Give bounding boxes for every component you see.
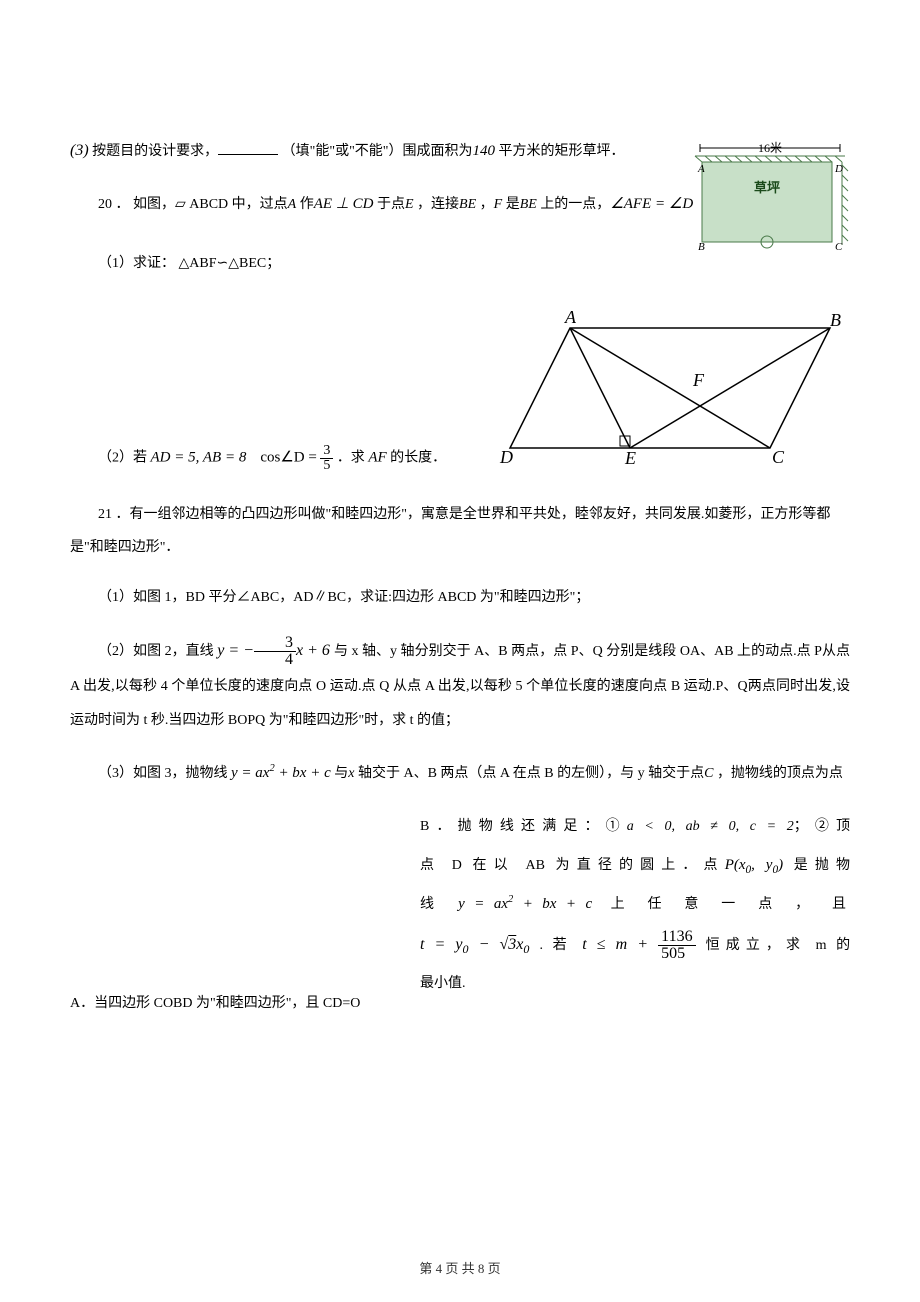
question-21-part1: （1）如图 1，BD 平分∠ABC，AD∥BC，求证:四边形 ABCD 为"和睦… xyxy=(70,583,850,614)
parallelogram-figure: A B C D E F xyxy=(446,308,850,473)
svg-text:B: B xyxy=(830,310,841,330)
svg-text:C: C xyxy=(772,447,785,467)
svg-text:A: A xyxy=(697,163,705,175)
question-21-intro: 21 ．有一组邻边相等的凸四边形叫做"和睦四边形"，寓意是全世界和平共处，睦邻友… xyxy=(70,498,850,565)
svg-text:C: C xyxy=(835,241,843,253)
svg-text:16米: 16米 xyxy=(758,141,782,155)
svg-text:A: A xyxy=(564,308,577,327)
svg-text:B: B xyxy=(698,241,705,253)
svg-text:D: D xyxy=(499,447,513,467)
question-21-part3: （3）如图 3，抛物线 y = ax2 + bx + c 与x 轴交于 A、B … xyxy=(70,755,850,791)
question-21-part2: （2）如图 2，直线 y = −34x + 6 与 x 轴、y 轴分别交于 A、… xyxy=(70,632,850,738)
svg-text:E: E xyxy=(624,448,636,468)
lawn-figure: 16米 A D B C xyxy=(690,140,850,250)
svg-text:草坪: 草坪 xyxy=(754,180,780,195)
question-3: (3) 按题目的设计要求， （填"能"或"不能"）围成面积为140 平方米的矩形… xyxy=(70,140,680,160)
page-number: 第 4 页 共 8 页 xyxy=(0,1258,920,1277)
two-column-section: A．当四边形 COBD 为"和睦四边形"，且 CD=O B．抛物线还满足：①a … xyxy=(70,809,850,1019)
question-20-part2: （2）若 AD = 5, AB = 8 cos∠D = 35 ．求 AF 的长度… xyxy=(70,444,446,473)
blank-fill xyxy=(218,141,278,155)
q3-label: (3) xyxy=(70,142,89,159)
svg-text:F: F xyxy=(692,370,705,390)
svg-text:D: D xyxy=(834,163,843,175)
col-b: B．抛物线还满足：①a < 0, ab ≠ 0, c = 2；②顶 点 D 在以… xyxy=(420,809,850,1002)
col-a: A．当四边形 COBD 为"和睦四边形"，且 CD=O xyxy=(70,809,400,1019)
